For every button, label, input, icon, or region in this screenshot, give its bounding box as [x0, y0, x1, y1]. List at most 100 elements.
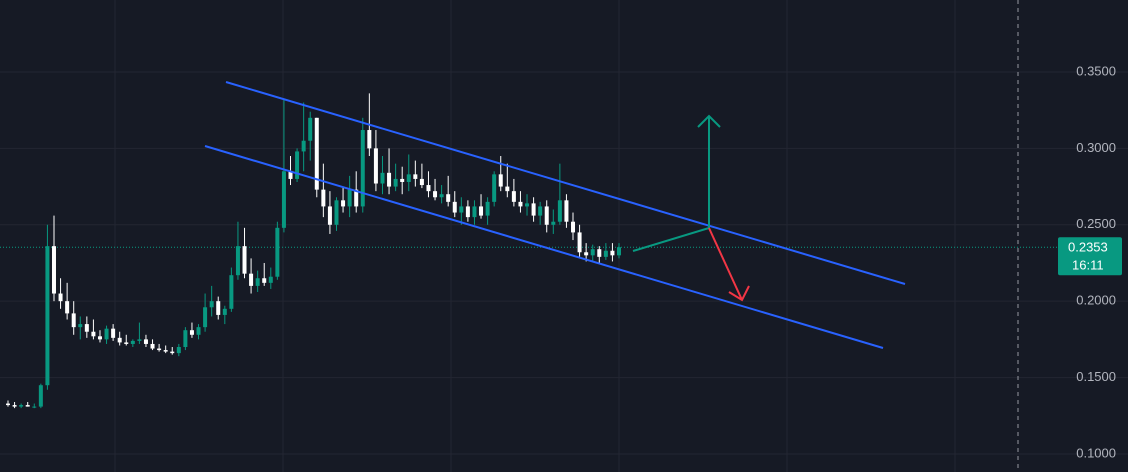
- up-arrow-head: [697, 114, 721, 128]
- candle-body: [84, 324, 89, 332]
- candle-body: [459, 206, 464, 213]
- candle-body: [538, 206, 543, 216]
- candle-body: [465, 206, 470, 218]
- candle-body: [32, 406, 37, 408]
- candle-body: [525, 203, 530, 207]
- candle-body: [571, 221, 576, 233]
- candle-body: [288, 171, 293, 179]
- candle-body: [104, 328, 109, 340]
- candle-body: [452, 201, 457, 213]
- candle-body: [511, 191, 516, 202]
- candle-body: [124, 342, 129, 344]
- candle-body: [597, 249, 602, 257]
- candle-body: [295, 151, 300, 179]
- candle-body: [97, 336, 102, 340]
- candle-body: [327, 206, 332, 225]
- drawings: [204, 81, 906, 349]
- candle-body: [45, 246, 50, 386]
- candle-body: [590, 249, 595, 256]
- candle-body: [577, 232, 582, 253]
- candle-body: [6, 403, 10, 406]
- candle-body: [551, 221, 556, 225]
- down-arrow: [708, 227, 743, 301]
- horizontal-grid: [0, 71, 1128, 455]
- candle-body: [544, 206, 549, 225]
- candle-body: [308, 117, 313, 141]
- candle-body: [387, 172, 392, 187]
- candle-body: [196, 327, 201, 335]
- candle-body: [249, 273, 254, 286]
- candle-body: [12, 405, 17, 407]
- candle-body: [531, 203, 536, 216]
- candle-body: [111, 328, 116, 338]
- candle-body: [51, 246, 56, 294]
- candle-body: [419, 178, 424, 186]
- candle-body: [19, 405, 24, 407]
- candle-body: [71, 313, 76, 328]
- candle-body: [229, 275, 234, 309]
- candle-body: [380, 172, 385, 184]
- candle-body: [275, 227, 280, 277]
- candle-body: [354, 189, 359, 207]
- candle-body: [143, 339, 148, 344]
- candle-body: [235, 246, 240, 276]
- candle-body: [584, 252, 589, 256]
- y-tick-label: 0.2500: [1076, 216, 1116, 231]
- candles: [6, 93, 621, 409]
- candle-body: [498, 174, 503, 187]
- candle-body: [176, 347, 181, 354]
- candle-body: [38, 385, 43, 407]
- candle-body: [150, 343, 155, 349]
- y-tick-label: 0.1000: [1076, 445, 1116, 460]
- y-tick-label: 0.2000: [1076, 293, 1116, 308]
- price-axis: 0.1000 0.1500 0.2000 0.2500 0.3000 0.3500 0.23…: [1058, 63, 1122, 460]
- channel-upper: [225, 81, 906, 285]
- candle-body: [564, 200, 569, 222]
- candle-body: [393, 178, 398, 187]
- down-arrow-head: [728, 285, 750, 302]
- price-tag: [1058, 237, 1122, 276]
- candle-body: [610, 250, 615, 256]
- candle-body: [485, 201, 490, 216]
- y-tick-label: 0.1500: [1076, 369, 1116, 384]
- candle-body: [216, 301, 221, 315]
- candle-body: [314, 117, 319, 190]
- candle-body: [25, 405, 30, 407]
- candle-body: [347, 189, 352, 207]
- candle-body: [505, 186, 510, 192]
- candle-body: [617, 247, 621, 256]
- price-tag-countdown: 16:11: [1072, 258, 1104, 273]
- candle-body: [268, 276, 273, 283]
- y-tick-label: 0.3500: [1076, 63, 1116, 78]
- candle-body: [281, 171, 286, 228]
- candle-body: [189, 330, 194, 335]
- candle-body: [334, 200, 339, 225]
- candle-body: [360, 130, 365, 207]
- candle-body: [209, 301, 214, 308]
- candle-body: [262, 278, 267, 283]
- candle-body: [492, 174, 497, 202]
- price-tag-value: 0.2353: [1068, 240, 1108, 255]
- candle-body: [65, 301, 70, 314]
- candle-body: [367, 130, 372, 149]
- candle-body: [183, 330, 188, 348]
- candle-body: [400, 178, 405, 182]
- candle-body: [78, 324, 83, 328]
- candle-body: [479, 206, 484, 216]
- candle-body: [321, 189, 326, 207]
- candle-body: [163, 350, 168, 352]
- vertical-grid: [114, 0, 956, 472]
- candle-body: [91, 331, 96, 337]
- candle-body: [426, 185, 431, 192]
- candle-body: [130, 340, 135, 344]
- candle-body: [301, 140, 306, 152]
- candle-body: [242, 246, 247, 274]
- candle-body: [373, 148, 378, 184]
- candle-body: [341, 200, 346, 207]
- candle-body: [203, 307, 208, 328]
- candle-body: [222, 308, 227, 315]
- candle-body: [439, 194, 444, 198]
- candle-body: [472, 206, 477, 218]
